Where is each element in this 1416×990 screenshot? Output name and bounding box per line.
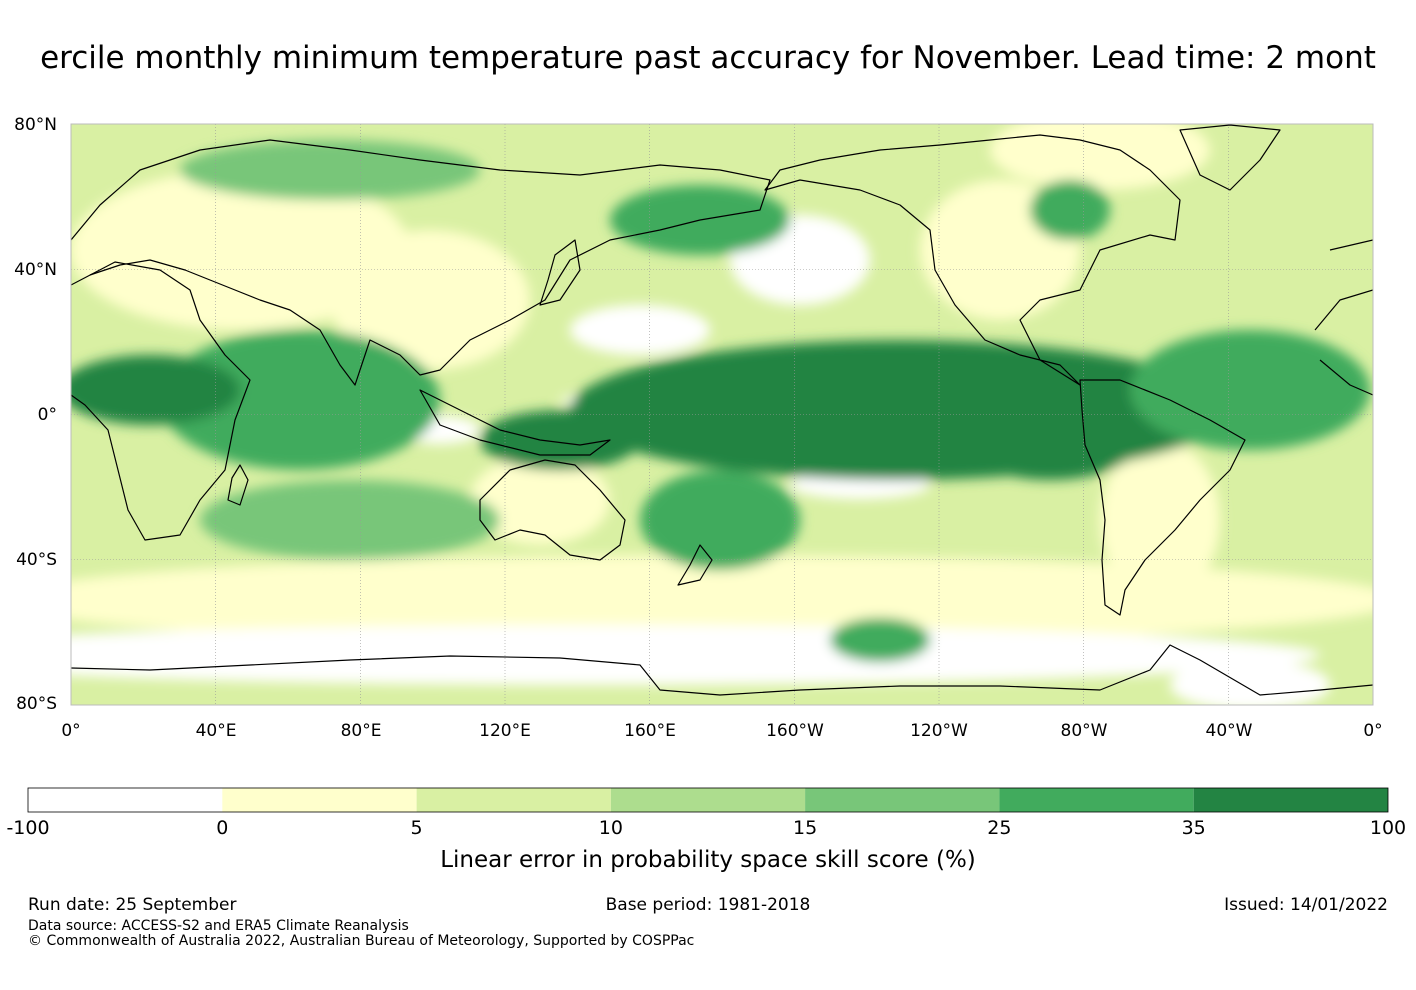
lon-label-80e: 80°E	[341, 721, 382, 741]
field-patch	[570, 305, 710, 355]
legend-tick-label: 100	[1370, 817, 1406, 839]
field-patch	[71, 170, 410, 330]
coastlines	[71, 124, 1373, 696]
lon-label-40e: 40°E	[196, 721, 237, 741]
legend-tick-label: 15	[793, 817, 817, 839]
legend-tick-label: 0	[216, 817, 228, 839]
legend-bin-1	[28, 788, 223, 812]
coastline-greenland	[1179, 124, 1281, 191]
legend-colorbar	[27, 787, 1389, 813]
legend-tick-label: 35	[1182, 817, 1206, 839]
field-patch	[71, 555, 1373, 645]
field-patch	[990, 124, 1210, 190]
lat-label-40n: 40°N	[14, 260, 57, 280]
coastline-australia	[479, 459, 626, 561]
coastline-madagascar	[227, 464, 249, 506]
field-patch	[71, 625, 1320, 685]
chart-title: ercile monthly minimum temperature past …	[40, 40, 1376, 76]
lat-label-80n: 80°N	[14, 115, 57, 135]
field-patch	[1030, 180, 1110, 240]
coastline-new-zealand	[677, 544, 713, 586]
map-frame	[70, 123, 1374, 706]
field-patch	[960, 400, 1140, 480]
lat-label-40s: 40°S	[16, 550, 57, 570]
field-patch	[160, 330, 440, 470]
legend-tick-label: 10	[599, 817, 623, 839]
copyright: © Commonwealth of Australia 2022, Austra…	[28, 933, 695, 949]
coastline-west-africa-europe	[1314, 239, 1373, 396]
lon-label-160w: 160°W	[766, 721, 824, 741]
legend-caption: Linear error in probability space skill …	[440, 847, 976, 873]
lon-label-0-left: 0°	[61, 721, 80, 741]
field-patch	[470, 455, 610, 545]
field-patch	[1170, 660, 1330, 705]
lat-label-0: 0°	[38, 405, 57, 425]
field-patch	[830, 618, 930, 662]
legend-bin-2	[222, 788, 417, 812]
base-period: Base period: 1981-2018	[605, 895, 811, 915]
legend-bin-6	[999, 788, 1194, 812]
lon-label-0-right: 0°	[1363, 721, 1382, 741]
legend-bin-7	[1193, 788, 1388, 812]
coastline-indonesia	[419, 389, 611, 456]
data-source: Data source: ACCESS-S2 and ERA5 Climate …	[28, 918, 409, 934]
field-patch	[200, 480, 500, 560]
lon-label-120e: 120°E	[479, 721, 531, 741]
coastline-south-america	[1079, 379, 1246, 616]
field-patch	[180, 140, 480, 200]
field-patch	[480, 410, 640, 470]
coastline-africa	[71, 261, 251, 541]
lon-label-40w: 40°W	[1206, 721, 1253, 741]
lat-label-80s: 80°S	[16, 694, 57, 714]
legend-tick-label: 5	[411, 817, 423, 839]
lon-label-160e: 160°E	[624, 721, 676, 741]
coastline-antarctica	[71, 644, 1373, 696]
legend-frame	[27, 787, 1389, 813]
gridlines	[71, 124, 1373, 705]
legend-tick-label: -100	[6, 817, 49, 839]
run-date: Run date: 25 September	[28, 895, 237, 915]
field-patch	[1130, 330, 1370, 450]
lon-label-80w: 80°W	[1061, 721, 1108, 741]
legend-bin-5	[805, 788, 1000, 812]
legend-tick-label: 25	[987, 817, 1011, 839]
field-patch	[71, 355, 240, 425]
coastline-north-america	[764, 134, 1181, 386]
field-patch	[570, 340, 1230, 480]
coastline-japan	[539, 239, 581, 306]
legend-bin-3	[416, 788, 611, 812]
issued-date: Issued: 14/01/2022	[1224, 895, 1388, 915]
coastline-eurasia	[71, 139, 771, 386]
lon-label-120w: 120°W	[910, 721, 968, 741]
field-patch	[640, 470, 800, 570]
legend-bin-4	[610, 788, 806, 812]
